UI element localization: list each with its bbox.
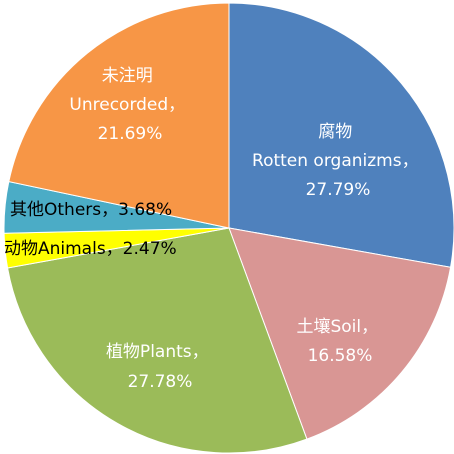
slice-label-unrecorded: 未注明 Unrecorded， 21.69% — [69, 66, 190, 144]
slice-label-soil-name: 土壤Soil， — [296, 316, 378, 337]
slice-label-unrecorded-percent: 21.69% — [98, 124, 163, 144]
slice-label-unrecorded-name-en: Unrecorded， — [69, 95, 185, 115]
slice-label-soil-percent: 16.58% — [308, 346, 373, 366]
slice-label-plants-percent: 27.78% — [128, 372, 193, 392]
slice-label-animals-text: 动物Animals，2.47% — [4, 239, 177, 259]
pie-slices — [3, 2, 454, 454]
pie-labels: 腐物 Rotten organizms， 27.79% 土壤Soil， 16.5… — [4, 66, 424, 392]
slice-label-animals: 动物Animals，2.47% — [4, 239, 177, 259]
slice-label-others: 其他Others，3.68% — [10, 200, 172, 220]
slice-label-others-text: 其他Others，3.68% — [10, 200, 172, 220]
slice-label-rotten: 腐物 Rotten organizms， 27.79% — [252, 122, 424, 200]
slice-label-unrecorded-name-cn: 未注明 — [102, 66, 153, 86]
slice-label-rotten-percent: 27.79% — [306, 180, 371, 200]
slice-label-rotten-name-en: Rotten organizms， — [252, 151, 419, 171]
slice-label-plants: 植物Plants， 27.78% — [106, 342, 214, 392]
slice-label-plants-name: 植物Plants， — [106, 342, 209, 362]
pie-slice-unrecorded — [8, 2, 230, 229]
slice-label-soil: 土壤Soil， 16.58% — [296, 316, 383, 366]
pie-slice-soil — [228, 227, 452, 440]
slice-label-rotten-name-cn: 腐物 — [318, 122, 352, 142]
pie-slice-plants — [6, 227, 308, 454]
